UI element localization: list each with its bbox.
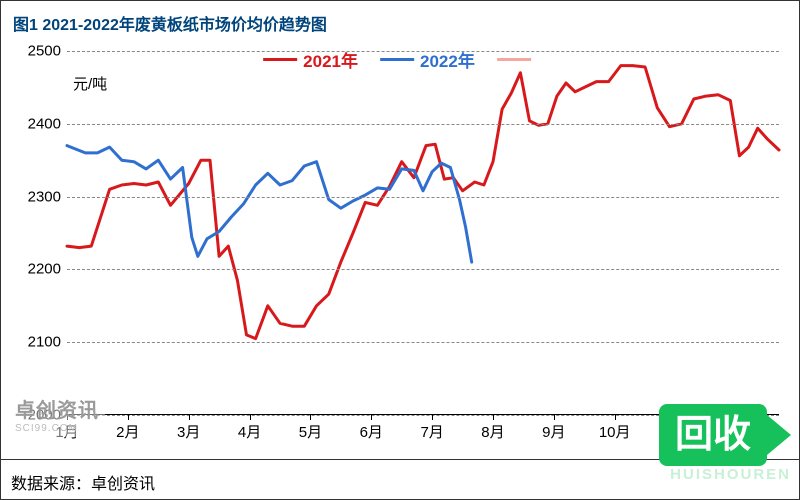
y-tick-label: 2100	[1, 334, 61, 351]
x-tick-mark	[432, 415, 433, 420]
x-tick-mark	[371, 415, 372, 420]
chart-title: 图1 2021-2022年废黄板纸市场价均价趋势图	[1, 1, 799, 41]
plot-wrapper: 元/吨 2021年2022年 1月2月3月4月5月6月7月8月9月10月11月1…	[1, 43, 799, 443]
plot-area: 1月2月3月4月5月6月7月8月9月10月11月12月	[67, 51, 779, 415]
x-tick-mark	[128, 415, 129, 420]
y-tick-label: 2500	[1, 43, 61, 60]
chart-frame: 图1 2021-2022年废黄板纸市场价均价趋势图 元/吨 2021年2022年…	[0, 0, 800, 500]
y-tick-label: 2400	[1, 115, 61, 132]
badge-arrow-icon	[767, 415, 791, 455]
x-tick-mark	[615, 415, 616, 420]
source-prefix: 数据来源：	[11, 476, 91, 493]
watermark-text: 卓创资讯	[15, 394, 99, 423]
gridline	[67, 269, 779, 270]
x-tick-mark	[554, 415, 555, 420]
gridline	[67, 124, 779, 125]
gridline	[67, 51, 779, 52]
watermark-url: SCI99.COM	[15, 423, 99, 434]
gridline	[67, 197, 779, 198]
series-line	[67, 146, 472, 263]
line-layer	[67, 51, 779, 415]
series-line	[67, 66, 779, 339]
badge-sub: HUISHOUREN	[670, 466, 791, 483]
y-tick-label: 2300	[1, 188, 61, 205]
x-tick-mark	[493, 415, 494, 420]
y-tick-label: 2200	[1, 261, 61, 278]
watermark: 卓创资讯 SCI99.COM	[9, 391, 105, 437]
badge-text: 回收	[659, 404, 767, 466]
x-tick-mark	[250, 415, 251, 420]
x-tick-mark	[310, 415, 311, 420]
logo-badge: 回收 HUISHOUREN	[659, 404, 791, 483]
x-tick-mark	[189, 415, 190, 420]
gridline	[67, 342, 779, 343]
source-value: 卓创资讯	[91, 476, 155, 493]
